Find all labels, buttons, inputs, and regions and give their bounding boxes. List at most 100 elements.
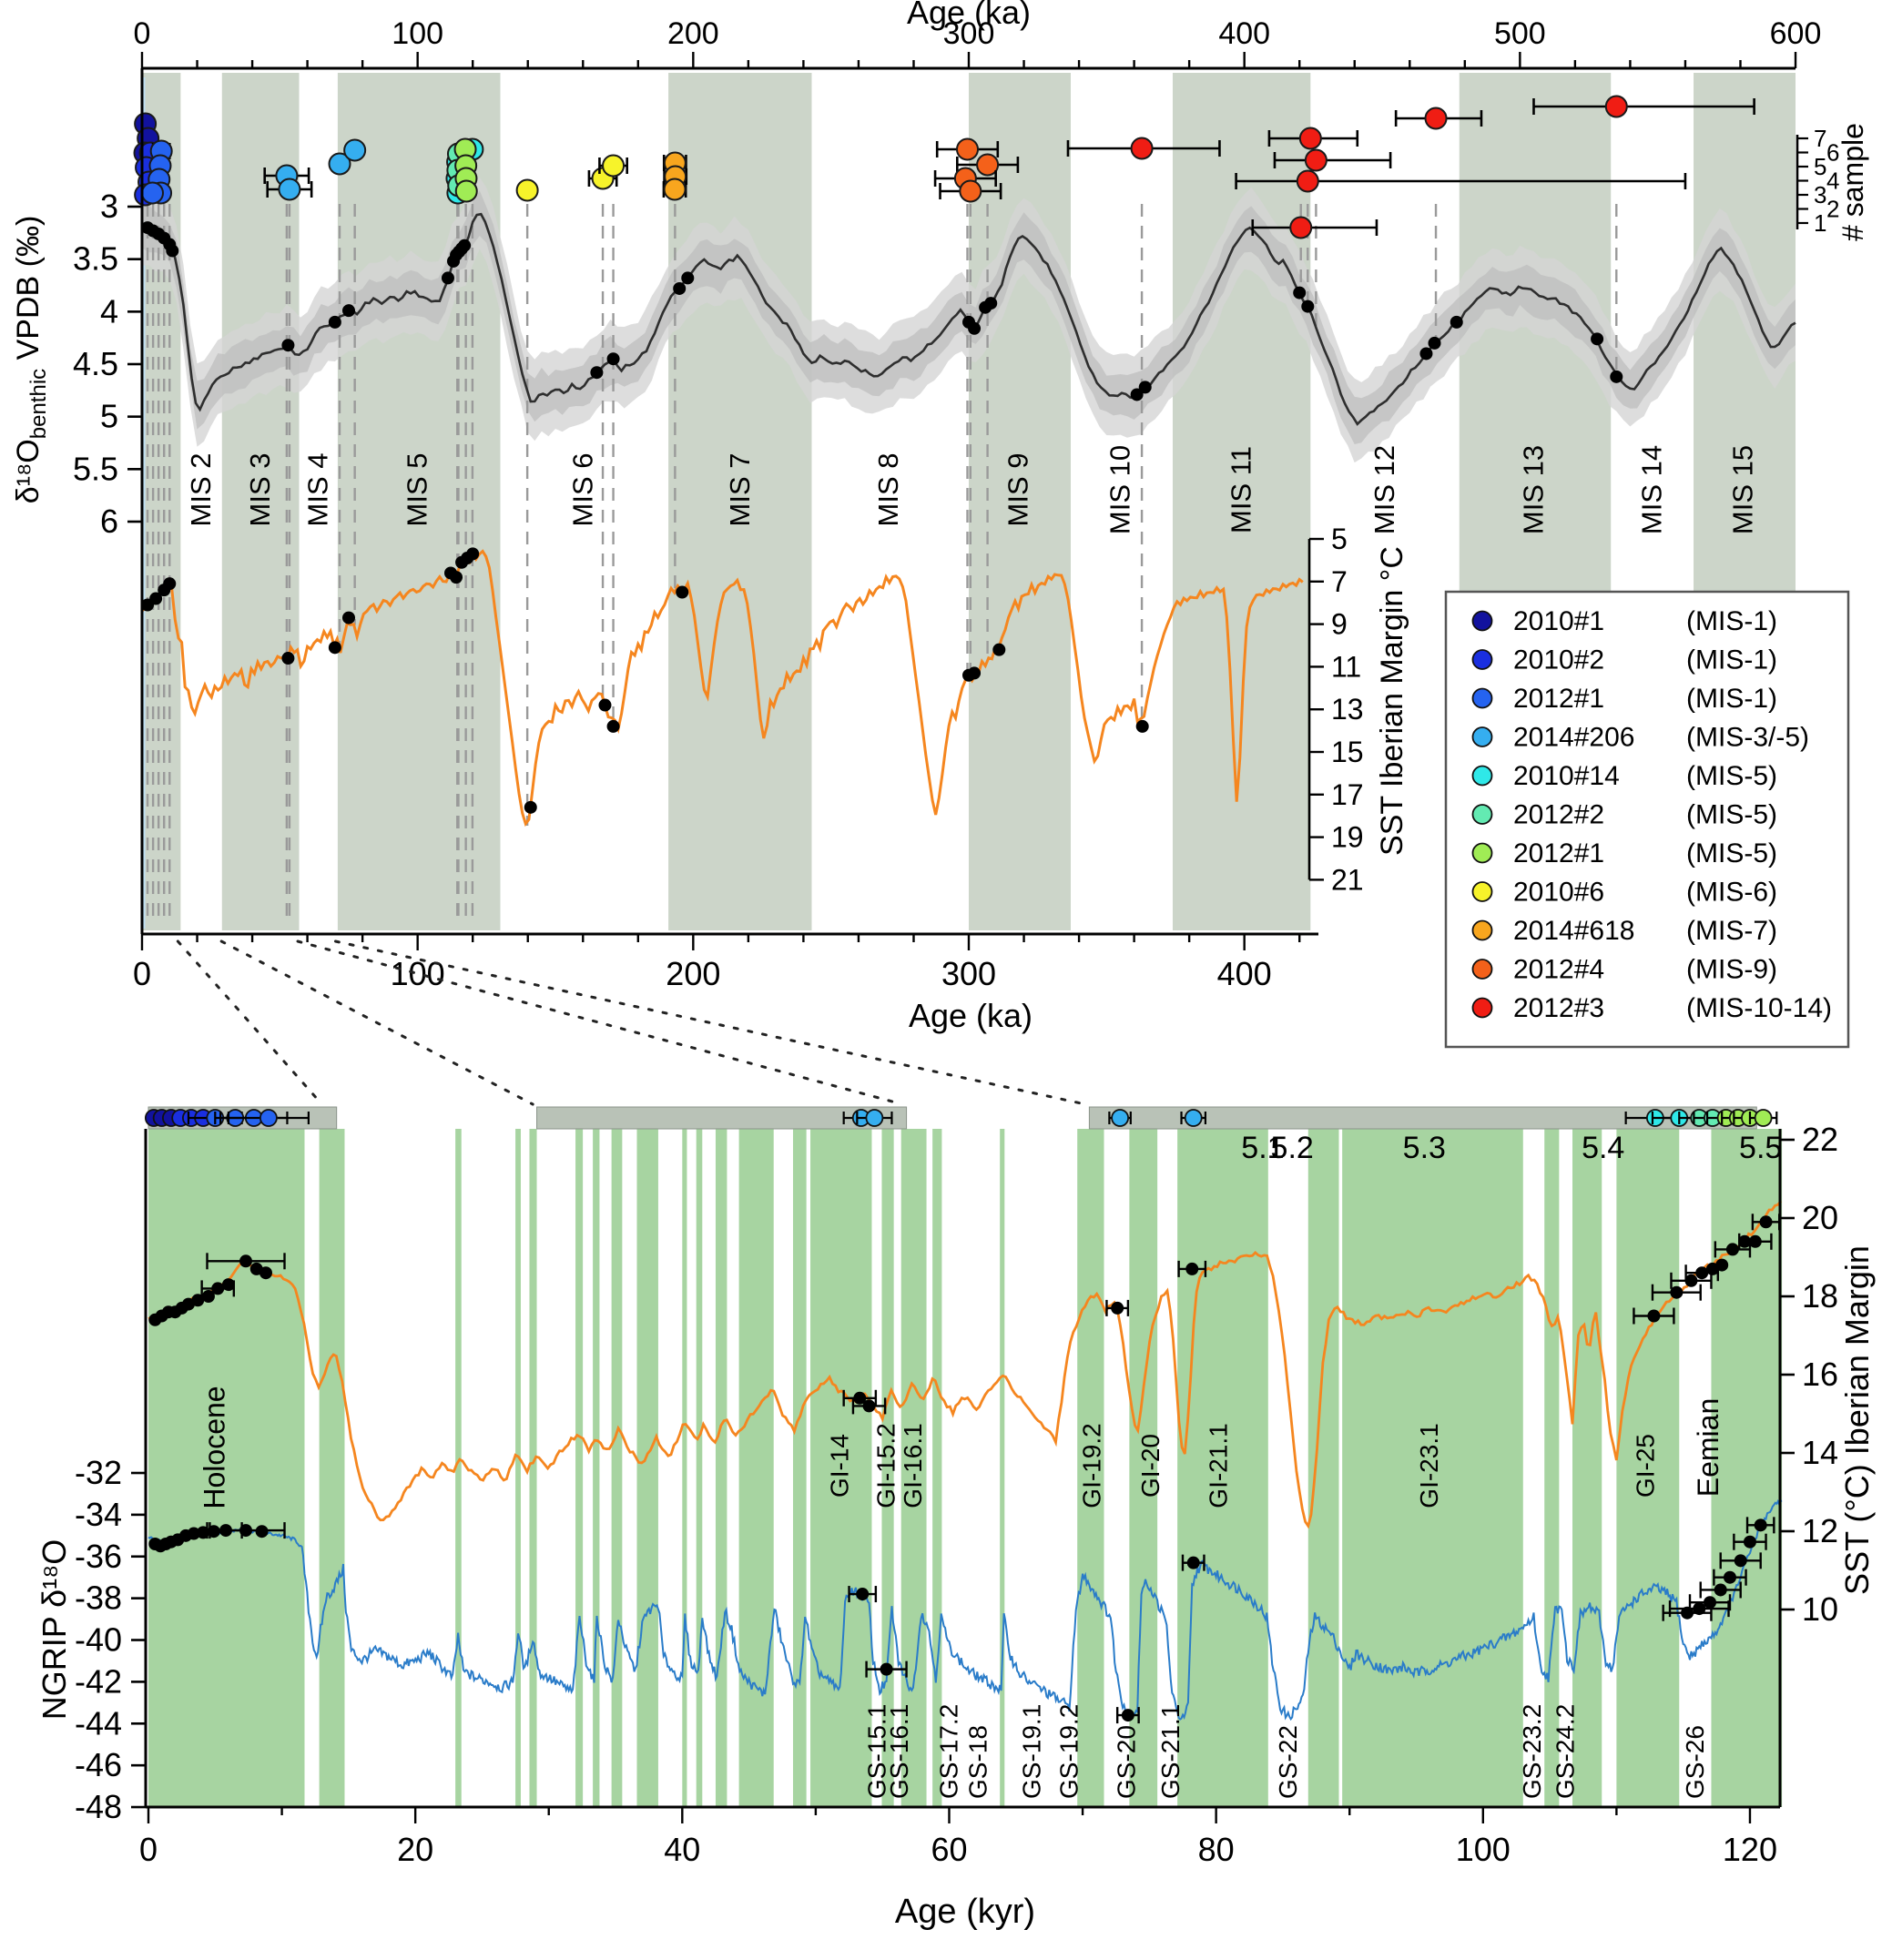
benthic-sample-dot (1138, 381, 1152, 394)
legend-entry-mis: (MIS-6) (1686, 878, 1777, 908)
gi-interstadial-label: GI-19.2 (1077, 1423, 1105, 1508)
sst-sample-dot-bottom (259, 1266, 272, 1280)
gi-green-band (1000, 1129, 1005, 1807)
ngrip-sample-dot (239, 1524, 253, 1538)
gi-green-band (1572, 1129, 1602, 1807)
ngrip-tick-label: -36 (75, 1538, 122, 1575)
mis-stage-label: MIS 12 (1368, 445, 1400, 534)
ngrip-tick-label: -40 (75, 1621, 122, 1659)
sst-sample-dot-bottom (1695, 1266, 1709, 1280)
legend-swatch-green (1471, 842, 1493, 864)
gs-stadial-label: GS-19.2 (1054, 1704, 1083, 1799)
bottom-x-tick-label: 80 (1198, 1831, 1235, 1868)
legend-box (1444, 590, 1850, 1049)
benthic-sample-dot (281, 339, 295, 352)
legend-entry-mis: (MIS-5) (1686, 800, 1777, 830)
gi-green-band (1129, 1129, 1158, 1807)
sample-dot-green (454, 179, 478, 203)
sst-sample-dot-top (149, 592, 163, 605)
legend-swatch-medblue (1471, 687, 1493, 709)
sst-sample-dot-bottom (853, 1391, 867, 1405)
ngrip-sample-dot (255, 1525, 269, 1539)
legend-entry-name: 2010#2 (1513, 645, 1604, 675)
ngrip-tick-label: -46 (75, 1746, 122, 1783)
gi-green-band (932, 1129, 942, 1807)
gi-green-band (593, 1129, 600, 1807)
sst-axis-tick-label-top: 9 (1331, 608, 1348, 641)
ngrip-tick-label: -48 (75, 1788, 122, 1825)
strip-sample-dot-sky (865, 1109, 884, 1127)
bottom-x-tick-label: 100 (1456, 1831, 1511, 1868)
sst-axis-tick-label-top: 17 (1331, 778, 1364, 811)
strip-sample-dot-sky (1184, 1109, 1203, 1127)
sst-sample-dot-bottom (1748, 1234, 1762, 1248)
gi-green-band (148, 1129, 305, 1807)
sst-sample-dot-top (466, 547, 480, 561)
sst-axis-tick-label-top: 11 (1331, 650, 1361, 683)
sample-dot-dkorange (959, 179, 982, 203)
sst-tick-label-bottom: 18 (1802, 1277, 1838, 1315)
legend-entry-mis: (MIS-5) (1686, 838, 1777, 868)
ngrip-sample-dot (1754, 1518, 1767, 1532)
gs-stadial-label: GS-22 (1274, 1725, 1302, 1799)
benthic-tick-label: 4 (100, 292, 118, 330)
sample-axis-tick-label: 3 (1814, 181, 1826, 208)
mis-stage-label: MIS 3 (244, 453, 276, 527)
legend-entry-mis: (MIS-3/-5) (1686, 723, 1809, 753)
gi-interstadial-label: GI-25 (1632, 1434, 1660, 1498)
sst-sample-dot-top (598, 698, 612, 712)
sst-tick-label-bottom: 12 (1802, 1512, 1838, 1549)
sample-group-red (1066, 95, 1755, 239)
legend-entry-mis: (MIS-10-14) (1686, 993, 1832, 1023)
sst-sample-dot-bottom (1715, 1258, 1729, 1272)
mis5-substage-label: 5.2 (1271, 1131, 1314, 1165)
ngrip-tick-label: -44 (75, 1704, 122, 1742)
sst-axis-tick-label-top: 5 (1331, 523, 1348, 555)
mis-stage-label: MIS 6 (566, 453, 598, 527)
top-axis-tick-label: 400 (1218, 16, 1270, 51)
benthic-sample-dot (1301, 300, 1315, 313)
gi-green-band (715, 1129, 727, 1807)
sample-dot-sky (343, 138, 367, 162)
legend-entry-mis: (MIS-5) (1686, 761, 1777, 791)
sst-sample-dot-bottom (1185, 1262, 1199, 1275)
ngrip-tick-label: -32 (75, 1454, 122, 1491)
legend-entry-mis: (MIS-1) (1686, 645, 1777, 675)
gi-green-band (636, 1129, 658, 1807)
top-panel-bottom-tick-label: 200 (666, 955, 720, 992)
bottom-x-tick-label: 0 (139, 1831, 158, 1868)
benthic-sample-dot (342, 304, 356, 318)
legend-swatch-dkorange (1471, 959, 1493, 980)
gi-green-band (1077, 1129, 1104, 1807)
top-axis-tick-label: 200 (667, 16, 719, 51)
mis-stage-label: MIS 14 (1636, 445, 1668, 534)
top-axis-tick-label: 100 (392, 16, 443, 51)
mis-band (668, 73, 812, 930)
sample-dot-yellow (602, 154, 626, 178)
gi-green-band (611, 1129, 623, 1807)
legend-swatch-yellow (1471, 881, 1493, 902)
top-axis-title: Age (ka) (907, 0, 1031, 31)
mis-stage-label: MIS 2 (185, 453, 217, 527)
strip-sample-dot-sky (1111, 1109, 1130, 1127)
benthic-axis: δ¹⁸Obenthic VPDB (‰) (11, 68, 144, 934)
sst-sample-dot-bottom (1111, 1301, 1124, 1315)
legend-entry-mis: (MIS-1) (1686, 606, 1777, 636)
gs-stadial-label: GS-26 (1681, 1725, 1709, 1799)
benthic-axis-title: δ¹⁸Obenthic VPDB (‰) (11, 216, 51, 504)
ngrip-sample-dot (1734, 1554, 1747, 1568)
sample-dot-orange (663, 178, 687, 201)
gi-green-band (682, 1129, 687, 1807)
sample-dot-red (1130, 137, 1154, 160)
sample-dot-red (1304, 148, 1328, 172)
gi-green-band (900, 1129, 927, 1807)
sst-sample-dot-bottom (1725, 1243, 1739, 1256)
benthic-sample-dot (441, 271, 454, 285)
sample-axis-tick-label: 1 (1814, 209, 1826, 237)
legend-entry-name: 2012#3 (1513, 993, 1604, 1023)
sample-group-medblue (141, 139, 173, 205)
bottom-panel-axes: NGRIP δ¹⁸O (36, 1129, 1795, 1823)
benthic-sample-dot (681, 271, 695, 285)
mis5-substage-label: 5.1 (1241, 1131, 1284, 1165)
